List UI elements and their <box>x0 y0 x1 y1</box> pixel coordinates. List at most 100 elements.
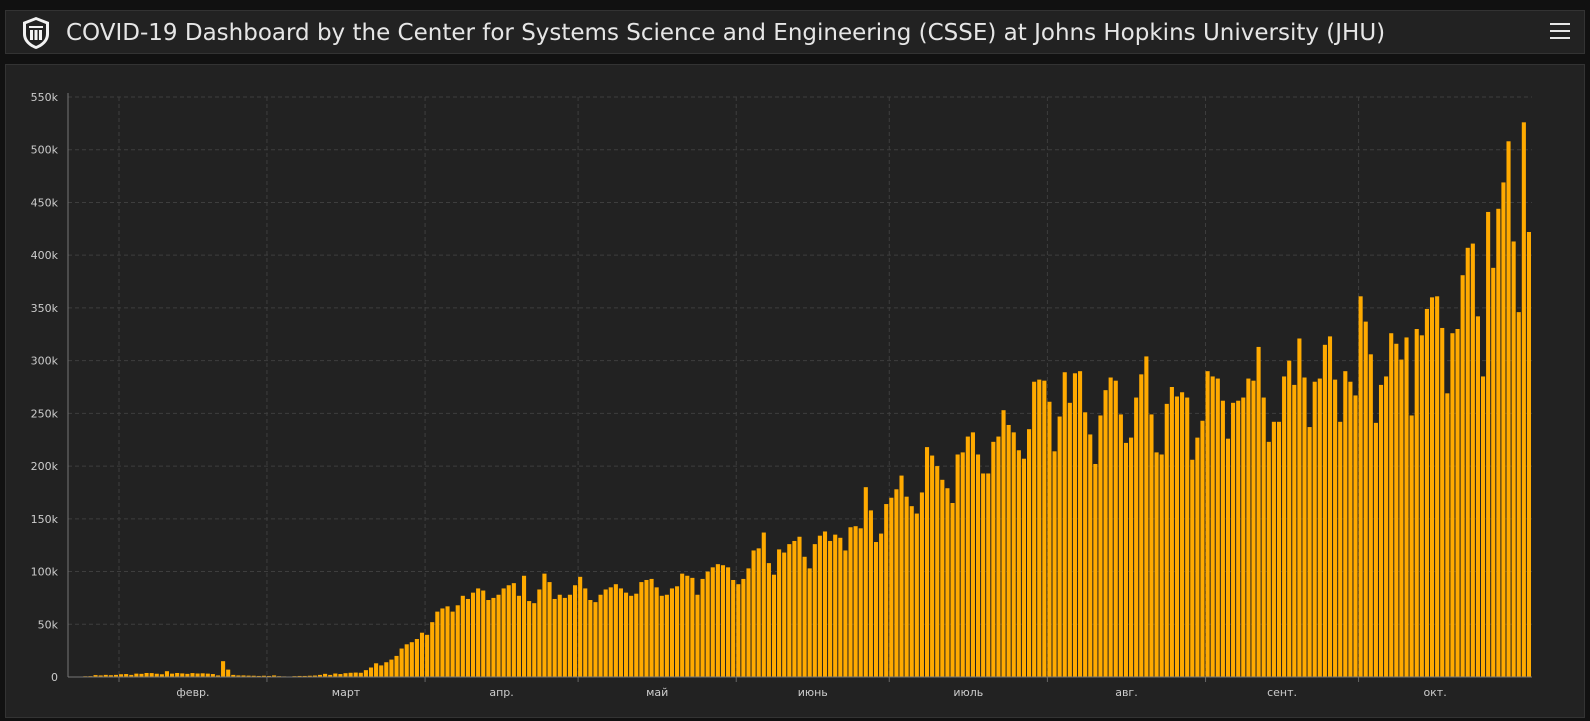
bar <box>1032 381 1037 677</box>
bar <box>1338 421 1343 677</box>
bar <box>1067 402 1072 677</box>
x-tick-label: апр. <box>489 686 513 699</box>
y-tick-label: 400k <box>31 249 59 262</box>
bar <box>935 466 940 677</box>
bar <box>159 674 164 677</box>
bar <box>307 675 312 677</box>
bar <box>1445 393 1450 677</box>
bar <box>368 667 374 677</box>
bar <box>175 672 180 677</box>
bar <box>675 586 680 677</box>
bar <box>873 542 879 677</box>
chart-panel: 0 50k 100k 150k 200k 250k 300k 350k 400k 450k 500k… <box>5 64 1585 718</box>
y-tick-label: 250k <box>31 407 59 420</box>
bar <box>1236 400 1241 677</box>
bar <box>343 673 348 677</box>
bar <box>1312 381 1317 677</box>
bar <box>1205 371 1210 677</box>
bar <box>1083 412 1088 677</box>
bar <box>1200 420 1205 677</box>
bar <box>777 549 782 677</box>
bar <box>1378 384 1384 677</box>
bar <box>1210 376 1215 677</box>
bar <box>506 585 511 677</box>
bar <box>603 589 608 677</box>
bar <box>1276 421 1282 677</box>
bar <box>802 556 807 677</box>
bar <box>940 479 945 677</box>
bar <box>578 576 583 677</box>
bar <box>1164 403 1169 677</box>
y-tick-label: 450k <box>31 196 59 209</box>
bar <box>705 571 710 677</box>
bar <box>1389 333 1394 677</box>
bar <box>567 594 572 677</box>
bar <box>1435 296 1440 677</box>
bar <box>1078 371 1083 677</box>
bar <box>991 441 996 677</box>
bar <box>1195 437 1200 677</box>
bar <box>527 601 532 677</box>
page-title: COVID-19 Dashboard by the Center for Sys… <box>66 20 1386 46</box>
bar <box>1394 343 1399 677</box>
y-tick-label: 300k <box>31 355 59 368</box>
bar <box>557 594 562 677</box>
bar <box>766 563 771 677</box>
bar <box>1475 316 1480 677</box>
bar <box>1220 400 1225 677</box>
bar <box>894 489 899 677</box>
bar <box>914 513 919 677</box>
bar <box>93 675 98 677</box>
bar <box>272 675 277 677</box>
bar <box>134 673 139 677</box>
bar <box>205 673 210 677</box>
y-tick-label: 550k <box>31 91 59 104</box>
bar <box>491 597 496 677</box>
bar <box>593 602 598 677</box>
bar <box>470 592 476 677</box>
bar <box>180 673 185 677</box>
bar <box>1470 243 1475 677</box>
bar <box>710 567 715 677</box>
bar <box>726 567 731 677</box>
bar <box>690 577 695 677</box>
bar <box>634 593 639 677</box>
bar <box>1297 338 1302 677</box>
bar <box>1353 395 1358 677</box>
bar <box>450 611 455 677</box>
bar <box>1190 459 1195 677</box>
bar <box>333 673 338 677</box>
bar <box>629 595 634 677</box>
bar <box>1429 297 1435 677</box>
bar <box>221 661 226 677</box>
bar <box>1088 434 1093 677</box>
bar <box>1399 359 1404 677</box>
bar <box>404 644 409 677</box>
bar <box>751 550 756 677</box>
bar <box>1006 424 1011 677</box>
bar <box>1231 402 1236 677</box>
bar <box>1037 379 1042 677</box>
bar <box>266 675 272 677</box>
bar <box>868 510 873 677</box>
bar <box>700 578 705 677</box>
bar <box>695 594 700 677</box>
bar <box>384 662 389 677</box>
bar <box>251 675 256 677</box>
bar <box>909 506 914 677</box>
bar <box>1526 231 1531 678</box>
bar <box>496 594 501 677</box>
bar <box>435 611 440 677</box>
bar <box>328 674 333 677</box>
bar <box>1225 438 1231 677</box>
bar <box>1093 463 1098 677</box>
bar <box>613 584 618 677</box>
bar <box>1271 421 1276 677</box>
bar <box>828 540 833 677</box>
bar <box>1358 296 1363 677</box>
bar <box>608 587 613 677</box>
bar <box>1246 378 1251 677</box>
bar <box>1292 384 1297 677</box>
bar <box>302 675 307 677</box>
hamburger-menu-icon[interactable] <box>1550 23 1570 41</box>
